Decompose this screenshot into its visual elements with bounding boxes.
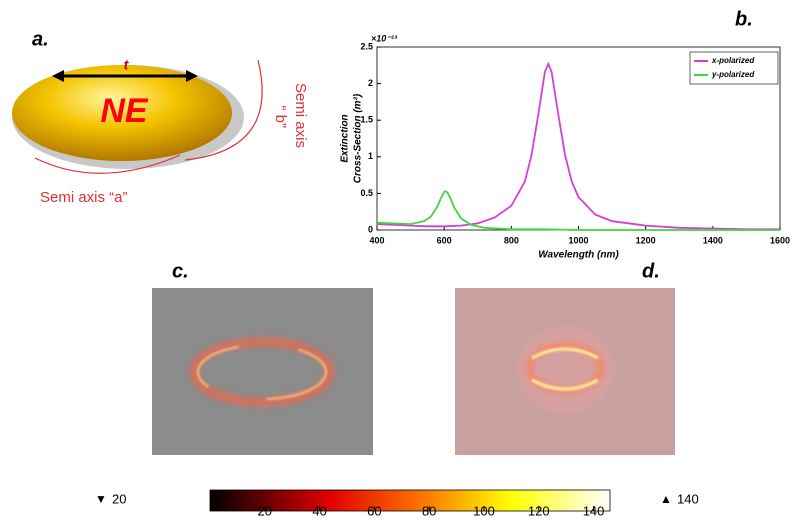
min-value: 20 [112, 491, 126, 506]
x-tick-label: 1600 [770, 235, 790, 245]
max-marker: ▲ [660, 492, 672, 506]
x-tick-label: 800 [504, 235, 519, 245]
semi-axis-a: Semi axis “a” [40, 189, 128, 206]
chart: b. 400 600 800 1000 1200 1400 1600 0 0.5 1 1.5 2 2.5×… [340, 8, 790, 260]
x-axis-label: Wavelength (nm) [538, 250, 619, 261]
series-line [376, 61, 780, 231]
x-tick-label: 600 [437, 235, 452, 245]
y-axis-label: Extinction [340, 114, 351, 162]
x-tick-label: 1200 [636, 235, 656, 245]
y-axis-label: Cross-Section (m²) [353, 93, 364, 183]
chart-title: b. [735, 8, 753, 30]
colorbar-tick-label: 40 [312, 503, 326, 518]
arrow-head [186, 70, 198, 82]
arrow-head [52, 70, 64, 82]
colorbar-tick-label: 20 [258, 503, 272, 518]
colorbar: 20 40 60 80 100 120 140 ▼ 20 ▲ 140 [95, 489, 699, 518]
field-glow [517, 326, 613, 414]
field-map [152, 288, 373, 455]
particle [12, 65, 232, 161]
colorbar-gradient [209, 489, 611, 512]
y-exponent: ×10⁻¹³ [371, 33, 398, 43]
colorbar-tick-label: 120 [528, 503, 550, 518]
y-tick-label: 2.5 [360, 41, 373, 51]
particle-label: NE [100, 92, 149, 130]
max-value: 140 [677, 491, 699, 506]
legend-box [689, 51, 779, 85]
panel-label: d. [642, 260, 660, 282]
semi-axis-b: Semi axis [292, 83, 309, 148]
legend-entry: x-polarized [711, 56, 755, 65]
y-tick-label: 2 [368, 78, 373, 88]
panel-label: a. [32, 28, 49, 50]
x-tick-label: 1000 [568, 235, 588, 245]
field-hotspot [531, 347, 599, 391]
y-tick-label: 1.5 [360, 115, 373, 125]
colorbar-tick-label: 60 [367, 503, 381, 518]
series-line [376, 190, 780, 231]
panel-label: c. [172, 260, 189, 282]
thickness-label: t [124, 57, 130, 73]
x-tick-label: 400 [369, 235, 384, 245]
y-tick-label: 0.5 [360, 188, 373, 198]
y-tick-label: 0 [368, 224, 373, 234]
min-marker: ▼ [95, 492, 107, 506]
colorbar-tick-label: 140 [583, 503, 605, 518]
field-hotspot [197, 344, 327, 400]
semi-axis-b-letter: “ b” [272, 106, 289, 129]
colorbar-tick-label: 100 [473, 503, 495, 518]
y-tick-label: 1 [368, 151, 373, 161]
axis-arc [34, 154, 181, 174]
colorbar-tick-label: 80 [422, 503, 436, 518]
axis-arc [184, 59, 263, 161]
field-glow [190, 338, 334, 406]
legend-entry: y-polarized [711, 70, 755, 79]
x-tick-label: 1400 [703, 235, 723, 245]
